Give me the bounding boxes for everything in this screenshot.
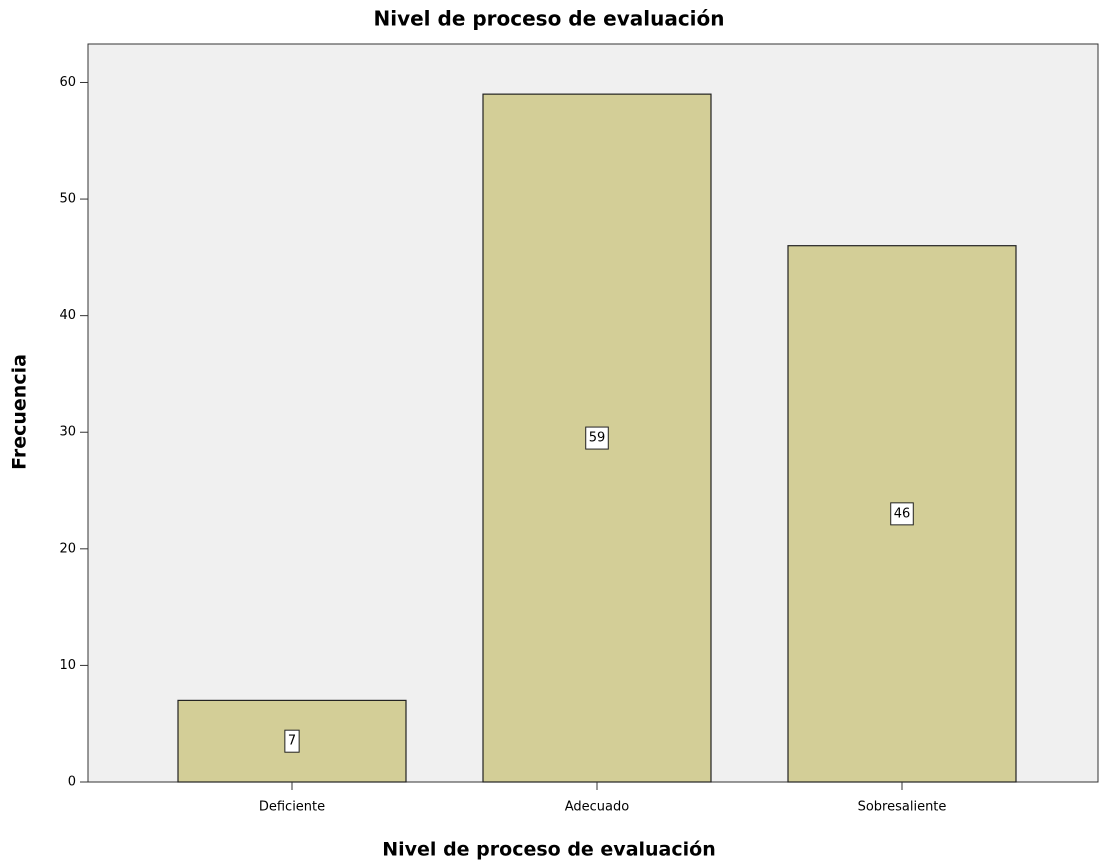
y-tick-label: 0 (68, 775, 76, 790)
y-tick-label: 40 (59, 308, 76, 323)
data-label-box (284, 729, 300, 753)
x-axis-label: Nivel de proceso de evaluación (382, 839, 715, 861)
y-axis-label: Frecuencia (9, 354, 31, 470)
data-label-box (585, 426, 609, 450)
y-tick-label: 50 (59, 192, 76, 207)
y-tick-label: 30 (59, 425, 76, 440)
data-label: 7 (288, 734, 296, 749)
y-tick-label: 10 (59, 658, 76, 673)
y-tick-label: 20 (59, 541, 76, 556)
data-label-box (890, 502, 914, 526)
x-tick-label: Adecuado (565, 800, 630, 815)
x-tick-label: Sobresaliente (858, 800, 947, 815)
chart-title: Nivel de proceso de evaluación (373, 7, 724, 31)
x-tick-label: Deficiente (259, 800, 325, 815)
data-label: 46 (894, 506, 911, 521)
data-label: 59 (589, 431, 606, 446)
y-tick-label: 60 (59, 75, 76, 90)
